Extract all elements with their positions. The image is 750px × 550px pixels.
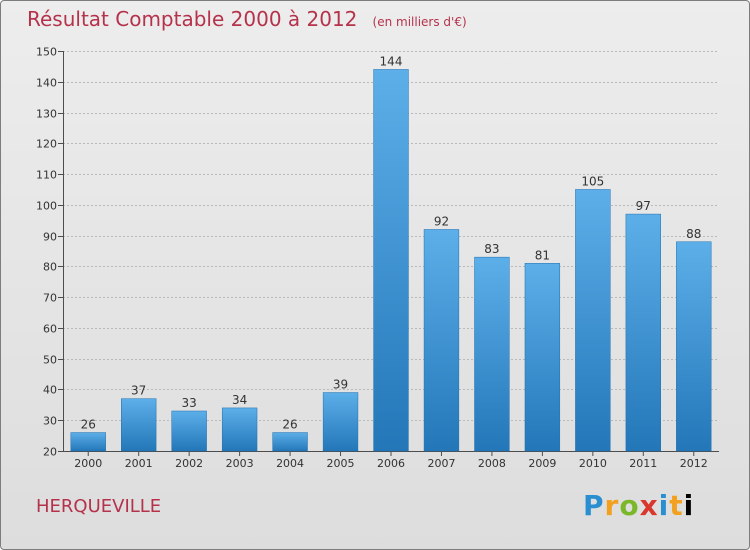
chart-title: Résultat Comptable 2000 à 2012 (en milli… (27, 7, 467, 31)
value-label-2012: 88 (686, 227, 701, 241)
y-tick-label-30: 30 (43, 415, 57, 428)
chart-title-main: Résultat Comptable 2000 à 2012 (27, 7, 358, 31)
y-tick-label-100: 100 (36, 200, 57, 213)
label-layer: 26 2000 37 2001 33 2002 34 2003 26 2004 39 2005 144 2… (74, 54, 708, 470)
y-tick-label-90: 90 (43, 231, 57, 244)
bar-2010 (575, 189, 611, 452)
bar-layer (70, 69, 712, 452)
x-tick-label-2012: 2012 (680, 457, 708, 470)
bar-2002 (171, 410, 207, 452)
bar-2007 (423, 229, 460, 452)
logo-letter-o: o (619, 489, 640, 522)
x-tick-label-2002: 2002 (175, 457, 203, 470)
value-label-2001: 37 (131, 384, 146, 398)
y-tick-label-130: 130 (36, 108, 57, 121)
bar-2001 (121, 398, 157, 452)
logo-letter-x: x (639, 489, 659, 522)
y-tick-label-80: 80 (43, 261, 57, 274)
commune-name: HERQUEVILLE (36, 496, 162, 517)
logo-letter-p: P (583, 489, 605, 522)
bar-2003 (221, 407, 258, 452)
value-label-2004: 26 (282, 418, 297, 432)
x-tick-label-2010: 2010 (579, 457, 607, 470)
y-tick-label-140: 140 (36, 77, 57, 90)
value-label-2006: 144 (380, 54, 403, 68)
value-label-2009: 81 (535, 248, 550, 262)
value-label-2010: 105 (581, 174, 604, 188)
y-tick-label-70: 70 (43, 292, 57, 305)
bar-2008 (474, 256, 510, 452)
logo-letter-t: t (669, 489, 684, 522)
y-tick-label-50: 50 (43, 354, 57, 367)
proxiti-logo: Proxiti (583, 489, 694, 522)
bar-2009 (524, 263, 561, 452)
x-tick-label-2006: 2006 (377, 457, 405, 470)
bar-2000 (70, 432, 106, 452)
value-label-2011: 97 (636, 199, 651, 213)
bar-2005 (322, 392, 359, 452)
y-tick-label-20: 20 (43, 446, 57, 459)
x-tick-label-2004: 2004 (276, 457, 304, 470)
x-tick-label-2003: 2003 (226, 457, 254, 470)
axis-layer: 20 30 40 50 60 70 80 90 100 110 120 130 140 150 (36, 46, 719, 459)
value-label-2005: 39 (333, 378, 348, 392)
bar-2006 (373, 69, 409, 452)
value-label-2007: 92 (434, 214, 449, 228)
x-tick-label-2000: 2000 (74, 457, 102, 470)
y-tick-label-120: 120 (36, 138, 57, 151)
y-tick-label-110: 110 (36, 169, 57, 182)
bar-2004 (272, 432, 308, 452)
x-tick-label-2011: 2011 (629, 457, 657, 470)
value-label-2000: 26 (81, 418, 96, 432)
value-label-2008: 83 (484, 242, 499, 256)
y-tick-label-60: 60 (43, 323, 57, 336)
x-tick-label-2001: 2001 (125, 457, 153, 470)
y-tick-label-40: 40 (43, 384, 57, 397)
logo-letter-i: i (658, 489, 670, 522)
chart-title-sub: (en milliers d'€) (372, 15, 467, 29)
y-tick-label-150: 150 (36, 46, 57, 59)
x-tick-label-2005: 2005 (327, 457, 355, 470)
bar-2012 (676, 241, 712, 452)
logo-letter-i-2: i (683, 489, 695, 522)
bar-2011 (625, 213, 661, 452)
x-tick-label-2008: 2008 (478, 457, 506, 470)
value-label-2002: 33 (182, 396, 197, 410)
logo-letter-r: r (604, 489, 620, 522)
x-tick-label-2007: 2007 (427, 457, 455, 470)
value-label-2003: 34 (232, 393, 247, 407)
x-tick-label-2009: 2009 (528, 457, 556, 470)
